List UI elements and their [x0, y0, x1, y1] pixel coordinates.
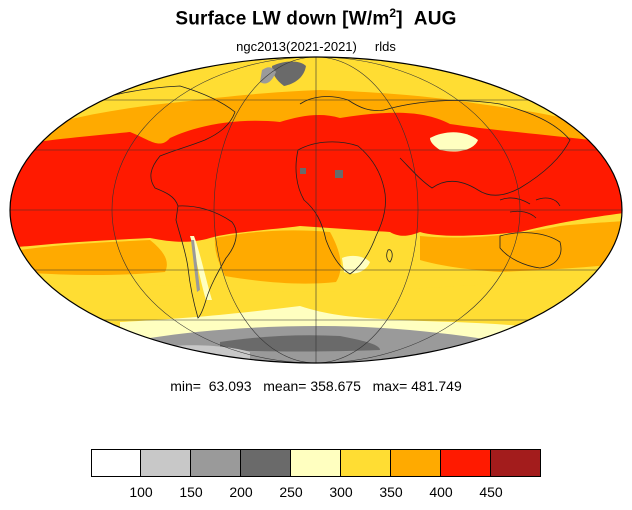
colorbar-swatch [391, 449, 441, 477]
coastlines [69, 85, 571, 319]
page-title: Surface LW down [W/m2] AUG [175, 6, 457, 30]
colorbar-swatch [441, 449, 491, 477]
colorbar-swatch [291, 449, 341, 477]
maritime-continent [499, 197, 561, 219]
colorbar-label: 300 [329, 484, 353, 500]
colorbar-swatch [191, 449, 241, 477]
stats-line: min= 63.093 mean= 358.675 max= 481.749 [170, 378, 462, 394]
north-america-coast [69, 85, 236, 207]
graticule [10, 57, 622, 363]
sahara-spot-2 [300, 168, 306, 174]
colorbar-swatch [91, 449, 141, 477]
colorbar-label: 100 [129, 484, 153, 500]
indian-ocean-warm [420, 220, 622, 272]
colorbar-label: 400 [429, 484, 453, 500]
africa-coast [295, 141, 386, 275]
subtitle: ngc2013(2021-2021) rlds [0, 39, 632, 54]
colorbar-label: 150 [179, 484, 203, 500]
greenland-edge [260, 67, 276, 84]
australia-coast [499, 232, 562, 269]
south-america-coast [175, 205, 237, 319]
south-pacific-warm [20, 240, 167, 275]
colorbar-label: 450 [479, 484, 503, 500]
colorbar-label: 250 [279, 484, 303, 500]
greenland-cold [272, 61, 306, 86]
colorbar-swatch [241, 449, 291, 477]
sahara-spot [335, 170, 343, 178]
subtitle-variable: rlds [374, 39, 396, 54]
andes-cool [190, 236, 212, 300]
antarctica-very-cold [220, 335, 380, 352]
south-africa-cool [342, 255, 370, 274]
colorbar-swatch [341, 449, 391, 477]
colorbar-label: 200 [229, 484, 253, 500]
subtitle-run: ngc2013(2021-2021) [236, 39, 357, 54]
colorbar-swatch [141, 449, 191, 477]
colorbar-swatch [491, 449, 541, 477]
south-atlantic-warm [214, 230, 341, 284]
madagascar-coast [386, 249, 393, 263]
asia-coast [383, 100, 571, 196]
map-border [9, 56, 623, 364]
andes-cold [191, 240, 200, 292]
colorbar-label: 350 [379, 484, 403, 500]
tibet-cool [430, 132, 478, 152]
